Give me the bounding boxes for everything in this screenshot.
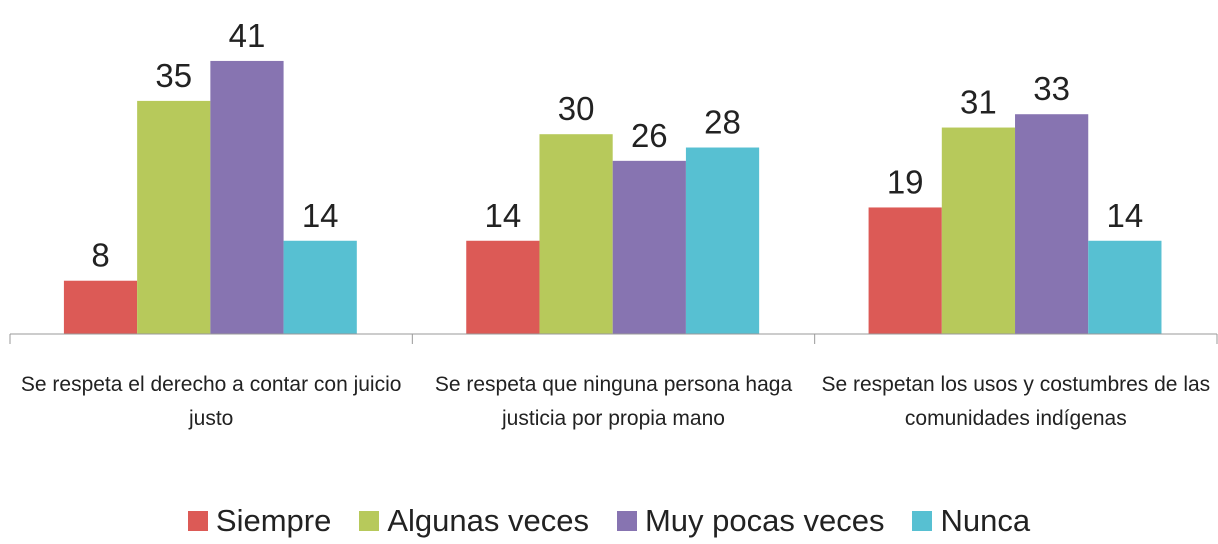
bar xyxy=(283,240,357,334)
bar xyxy=(63,280,138,334)
bar xyxy=(137,100,211,335)
bar xyxy=(1088,240,1162,334)
legend-label: Algunas veces xyxy=(387,503,589,538)
legend-label: Muy pocas veces xyxy=(644,503,885,538)
legend-label: Nunca xyxy=(940,503,1031,538)
legend-swatch xyxy=(912,511,933,531)
bar xyxy=(612,160,686,334)
value-label: 14 xyxy=(1107,197,1144,234)
legend-item: Siempre xyxy=(187,503,332,539)
x-tick-label: Se respeta el derecho a contar con juici… xyxy=(20,373,402,430)
bar xyxy=(466,240,540,334)
x-tick-label: Se respetan los usos y costumbres de las… xyxy=(821,373,1211,430)
x-tick-label: Se respeta que ninguna persona haga just… xyxy=(434,373,793,430)
value-label: 19 xyxy=(887,163,924,200)
legend-item: Muy pocas veces xyxy=(616,503,885,539)
value-label: 14 xyxy=(302,197,339,234)
legend-swatch xyxy=(359,511,380,531)
bar xyxy=(539,134,613,334)
bar xyxy=(941,127,1016,334)
bar xyxy=(685,147,760,334)
bar xyxy=(1015,114,1089,334)
value-label: 41 xyxy=(229,17,266,54)
legend-item: Nunca xyxy=(912,503,1030,539)
value-label: 35 xyxy=(155,57,192,94)
value-label: 26 xyxy=(631,117,668,154)
value-label: 14 xyxy=(484,197,521,234)
legend: Siempre Algunas veces Muy pocas veces Nunca xyxy=(0,503,1218,539)
legend-label: Siempre xyxy=(215,503,332,538)
value-label: 33 xyxy=(1033,70,1070,107)
value-label: 28 xyxy=(704,104,741,141)
value-label: 30 xyxy=(558,90,595,127)
value-label: 8 xyxy=(91,237,109,274)
legend-swatch xyxy=(616,511,637,531)
legend-item: Algunas veces xyxy=(359,503,589,539)
plot: 8 14 19 35 30 31 41 26 33 14 28 14 xyxy=(9,17,1218,344)
legend-swatch xyxy=(187,511,208,531)
value-label: 31 xyxy=(960,84,997,121)
bar xyxy=(210,60,284,334)
bar xyxy=(868,207,942,334)
